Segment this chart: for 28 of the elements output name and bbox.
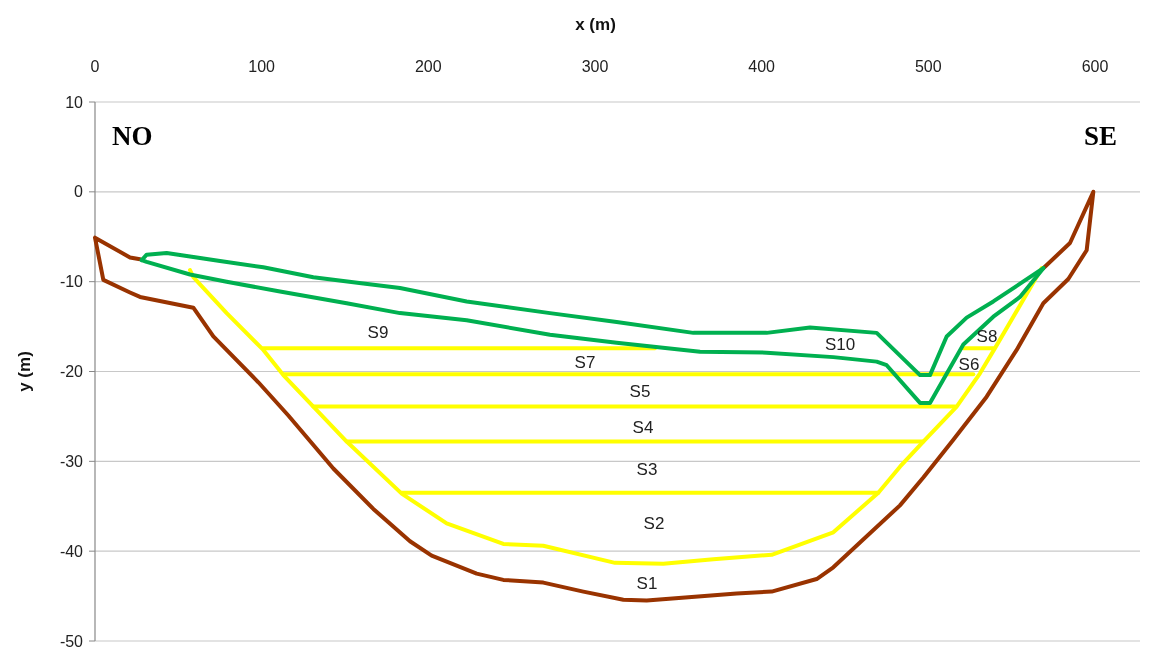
y-tick-label: -20 (59, 363, 84, 381)
x-tick-label: 200 (414, 58, 442, 75)
annotation: S9 (367, 322, 389, 342)
annotation: NO (112, 121, 153, 151)
annotation: S6 (958, 354, 980, 374)
y-axis-title: y (m) (15, 351, 34, 392)
annotation: S10 (824, 334, 856, 354)
x-tick-label: 500 (914, 58, 942, 75)
y-tick-label: -50 (59, 632, 84, 650)
annotation: S1 (636, 573, 658, 593)
annotation: S2 (643, 513, 665, 533)
annotation: S7 (574, 352, 596, 372)
x-tick-label: 0 (90, 58, 100, 75)
x-axis-title: x (m) (575, 15, 616, 34)
x-tick-label: 100 (248, 58, 276, 75)
annotation: S5 (629, 381, 651, 401)
y-tick-label: 0 (74, 183, 84, 201)
annotation: S4 (632, 417, 654, 437)
annotation: S8 (976, 326, 998, 346)
y-tick-label: -10 (59, 273, 84, 291)
y-tick-label: 10 (65, 93, 84, 111)
x-tick-label: 600 (1081, 58, 1109, 75)
annotation: SE (1083, 121, 1117, 151)
annotation: S3 (636, 459, 658, 479)
y-tick-label: -40 (59, 542, 84, 560)
y-tick-label: -30 (59, 452, 84, 470)
x-tick-label: 300 (581, 58, 609, 75)
x-tick-label: 400 (748, 58, 776, 75)
